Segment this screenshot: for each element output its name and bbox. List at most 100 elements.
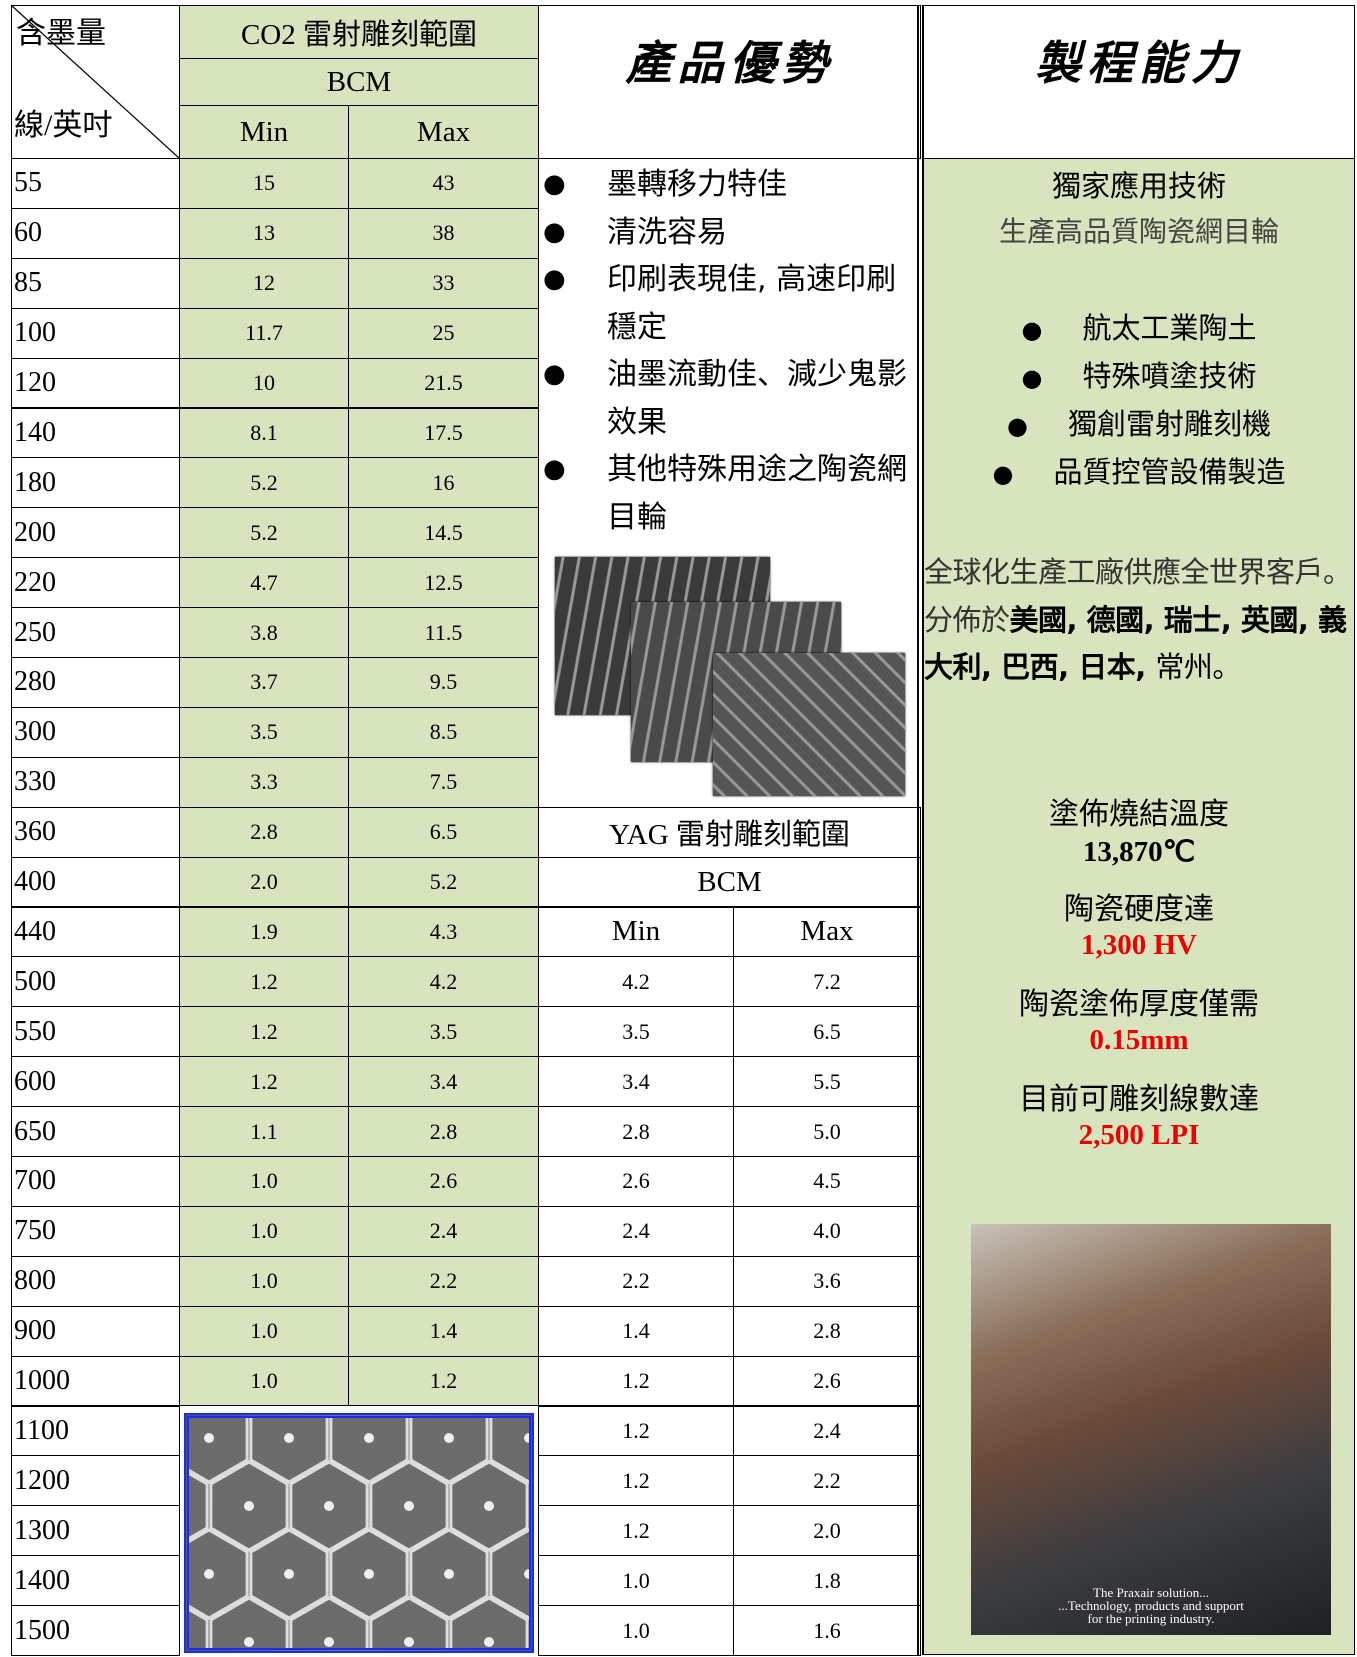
line-count: 440 [11, 906, 180, 958]
line-count: 330 [11, 756, 180, 808]
co2-value-text: 2.8 [250, 819, 278, 845]
global-intro: 全球化生產工廠供應全世界客戶。分佈於 [924, 555, 1352, 637]
yag-value: 4.5 [733, 1156, 921, 1207]
line-count: 900 [11, 1305, 180, 1357]
yag-value: 2.6 [733, 1355, 921, 1407]
yag-value-text: 1.2 [622, 1517, 650, 1543]
co2-value-text: 2.2 [429, 1268, 458, 1294]
line-count-text: 500 [14, 965, 56, 997]
co2-value-text: 4.7 [250, 569, 278, 595]
line-count-text: 280 [14, 666, 56, 698]
bullet: ● [543, 264, 566, 294]
co2-value-text: 2.4 [429, 1218, 458, 1244]
yag-value-text: 1.2 [622, 1368, 650, 1394]
yag-value-text: 1.6 [813, 1617, 841, 1643]
co2-value: 2.8 [179, 806, 349, 858]
spec-label: 陶瓷硬度達 [1064, 892, 1214, 927]
cap-item-text: 品質控管設備製造 [1053, 455, 1286, 489]
line-count-text: 220 [14, 566, 56, 598]
advantage-list: ● 墨轉移力特佳 ● 清洗容易 ● 印刷表現佳, 高速印刷穩定 ● 油墨流動佳、減少鬼影效果 ●… [543, 161, 923, 541]
advantage-item: ● 墨轉移力特佳 [543, 161, 923, 209]
co2-value-text: 3.5 [429, 1018, 458, 1044]
yag-value-text: 2.8 [813, 1318, 841, 1344]
advantage-text: 清洗容易 [607, 214, 727, 250]
co2-col: Max [348, 105, 539, 159]
line-count-text: 900 [14, 1315, 56, 1347]
line-count-text: 700 [14, 1165, 56, 1197]
co2-value: 25 [348, 307, 539, 359]
yag-value: 2.4 [538, 1205, 734, 1257]
co2-col: Min [179, 105, 349, 159]
co2-value-text: 1.1 [250, 1118, 278, 1144]
co2-value: 12 [179, 257, 349, 309]
line-count: 700 [11, 1156, 180, 1207]
corner-bottom: 線/英吋 [14, 109, 113, 142]
co2-value: 3.3 [179, 756, 349, 808]
yag-value: 6.5 [733, 1006, 921, 1058]
line-count-text: 750 [14, 1215, 56, 1247]
yag-value: 1.4 [538, 1305, 734, 1357]
bullet: ● [543, 454, 566, 484]
co2-value-text: 6.5 [429, 819, 458, 845]
co2-unit-text: BCM [326, 65, 392, 98]
co2-value-text: 12.5 [424, 569, 463, 595]
co2-value: 1.1 [179, 1106, 349, 1157]
line-count: 55 [11, 158, 180, 209]
yag-value-text: 5.0 [813, 1118, 841, 1144]
co2-value: 5.2 [179, 457, 349, 509]
co2-value: 16 [348, 457, 539, 509]
co2-value-text: 8.5 [429, 719, 458, 745]
hex-image [184, 1412, 534, 1653]
co2-value: 33 [348, 257, 539, 309]
yag-value: 2.8 [538, 1106, 734, 1157]
co2-value-text: 3.5 [250, 719, 278, 745]
yag-value: 1.2 [538, 1405, 734, 1457]
line-count-text: 600 [14, 1065, 56, 1097]
co2-value-text: 1.0 [250, 1318, 278, 1344]
co2-value: 4.2 [348, 956, 539, 1008]
bullet: ● [543, 169, 566, 199]
co2-value: 10 [179, 357, 349, 409]
line-count-text: 1200 [14, 1464, 70, 1496]
line-count: 100 [11, 307, 180, 359]
bullet: ● [1021, 316, 1043, 344]
co2-value: 1.0 [179, 1355, 349, 1407]
line-count-text: 180 [14, 466, 56, 498]
line-count-text: 140 [14, 416, 56, 448]
yag-value-text: 4.0 [813, 1218, 841, 1244]
co2-value: 13 [179, 207, 349, 259]
co2-value-text: 3.8 [250, 619, 278, 645]
co2-value-text: 13 [253, 220, 275, 246]
co2-value-text: 5.2 [250, 469, 278, 495]
yag-value: 2.2 [733, 1455, 921, 1507]
advantages-header-text: 產品優勢 [625, 37, 834, 89]
line-count: 1200 [11, 1455, 180, 1507]
yag-value: 1.2 [538, 1355, 734, 1407]
line-count-text: 1400 [14, 1564, 70, 1596]
co2-value: 11.7 [179, 307, 349, 359]
line-count-text: 200 [14, 516, 56, 548]
co2-value: 3.5 [179, 706, 349, 758]
yag-value-text: 2.0 [813, 1517, 841, 1543]
yag-value-text: 2.2 [622, 1268, 650, 1294]
co2-value: 15 [179, 158, 349, 209]
co2-value-text: 1.0 [250, 1218, 278, 1244]
yag-value: 3.5 [538, 1006, 734, 1058]
advantage-text: 油墨流動佳、減少鬼影效果 [607, 357, 907, 440]
line-count-text: 360 [14, 816, 56, 848]
global-end: 常州。 [1155, 650, 1241, 684]
line-count-text: 1100 [14, 1414, 69, 1446]
co2-col-text: Max [416, 115, 471, 148]
co2-value: 43 [348, 158, 539, 209]
corner-top: 含墨量 [16, 17, 106, 50]
co2-value-text: 7.5 [429, 769, 458, 795]
yag-value-text: 2.6 [622, 1168, 650, 1194]
co2-value-text: 11.5 [424, 619, 463, 645]
advantage-item: ● 油墨流動佳、減少鬼影效果 [543, 351, 923, 446]
line-count-text: 60 [14, 217, 42, 249]
co2-value: 1.2 [179, 956, 349, 1008]
co2-value-text: 2.0 [250, 869, 278, 895]
yag-value-text: 1.2 [622, 1417, 650, 1443]
line-count: 500 [11, 956, 180, 1008]
